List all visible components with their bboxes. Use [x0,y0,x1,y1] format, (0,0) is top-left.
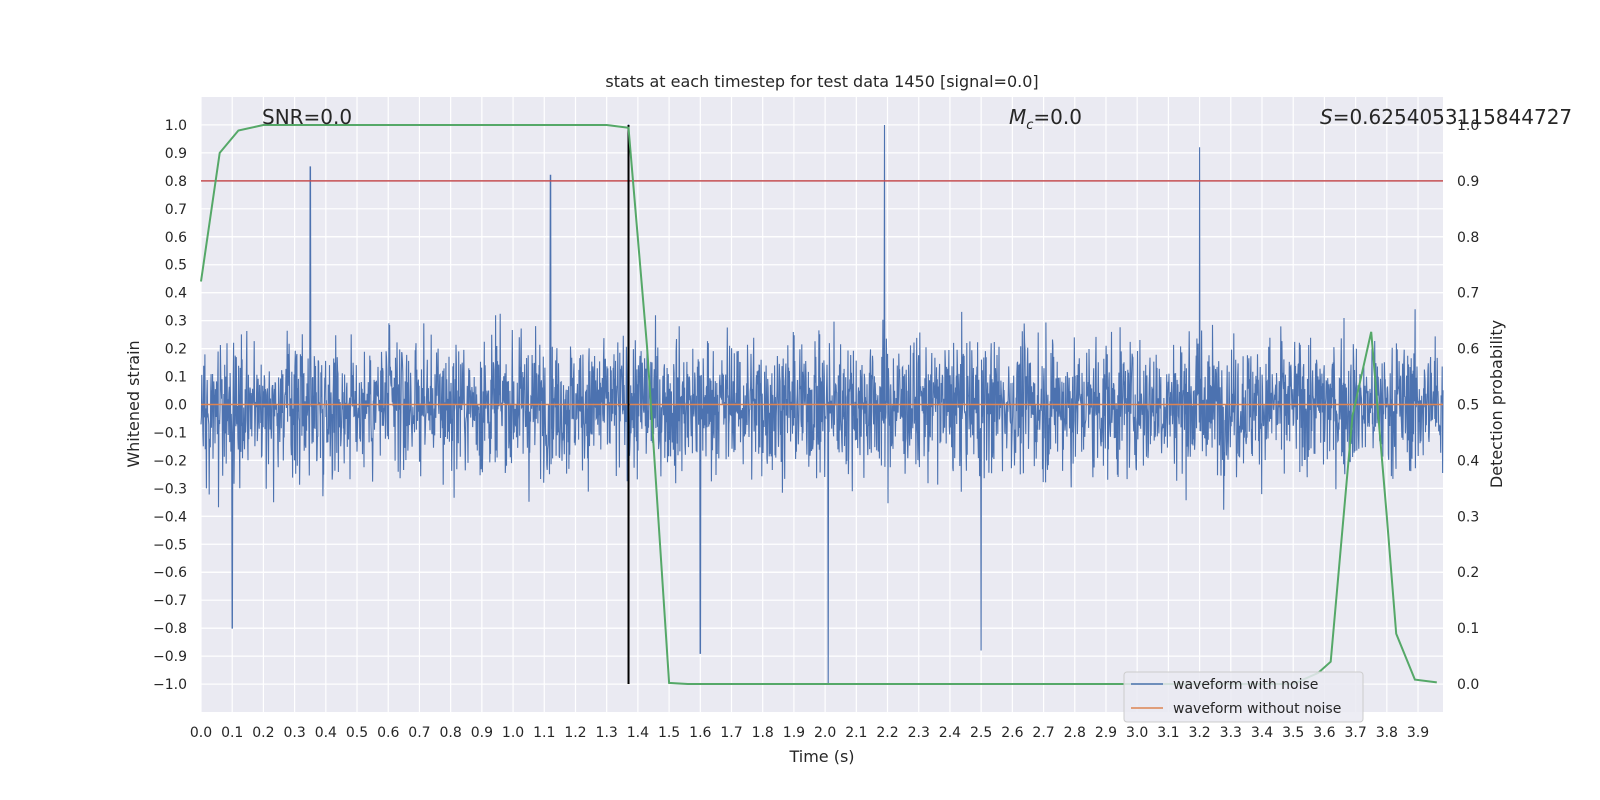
y-tick-label: −0.5 [153,537,187,553]
x-tick-label: 1.3 [596,725,618,741]
y-tick-label: −0.7 [153,593,187,609]
y2-tick-label: 0.9 [1457,174,1479,190]
y2-tick-label: 1.0 [1457,118,1479,134]
y-tick-label: −0.3 [153,481,187,497]
y-tick-label: −0.1 [153,425,187,441]
y-tick-label: 0.5 [165,258,187,274]
series-lines [200,124,1443,685]
x-axis-title: Time (s) [788,747,854,766]
legend-box [1123,671,1364,723]
snr-annotation: SNR=0.0 [262,105,352,129]
legend-label-noise: waveform with noise [1173,677,1318,693]
mc-symbol: M [1009,105,1026,129]
legend-label-clean: waveform without noise [1173,701,1341,717]
y-tick-label: 0.6 [165,230,187,246]
x-tick-label: 0.6 [377,725,399,741]
s-annotation: S=0.6254053115844727 [1320,105,1572,129]
chart-title: stats at each timestep for test data 145… [605,72,1038,91]
x-tick-label: 0.1 [221,725,243,741]
x-tick-label: 0.9 [471,725,493,741]
x-tick-label: 1.9 [783,725,805,741]
waveform-with-noise-series [200,124,1444,685]
y2-tick-label: 0.5 [1457,398,1479,414]
x-tick-label: 3.9 [1407,725,1429,741]
x-tick-label: 0.0 [190,725,212,741]
y-tick-label: 0.7 [165,202,187,218]
s-value: =0.6254053115844727 [1333,105,1572,129]
x-tick-label: 0.5 [346,725,368,741]
tick-labels: 0.0 0.1 0.2 0.3 0.4 0.5 0.6 0.7 0.8 0.9 1.0 1.1 1.2 1… [153,118,1479,741]
x-tick-label: 3.7 [1344,725,1366,741]
x-tick-label: 3.2 [1188,725,1210,741]
x-tick-label: 0.7 [408,725,430,741]
x-tick-label: 3.0 [1126,725,1148,741]
x-tick-label: 0.2 [252,725,274,741]
y-tick-label: 0.0 [165,398,187,414]
y-tick-label: −0.9 [153,649,187,665]
x-tick-label: 3.8 [1376,725,1398,741]
x-tick-label: 2.4 [939,725,961,741]
x-tick-label: 2.7 [1032,725,1054,741]
x-tick-label: 1.6 [689,725,711,741]
y-tick-label: −0.6 [153,565,187,581]
y-tick-label: 0.8 [165,174,187,190]
x-tick-label: 0.4 [315,725,337,741]
mc-value: =0.0 [1033,105,1082,129]
y2-tick-label: 0.4 [1457,453,1479,469]
y-tick-label: 0.1 [165,370,187,386]
y2-tick-label: 0.0 [1457,677,1479,693]
y-tick-label: −0.8 [153,621,187,637]
y2-tick-label: 0.1 [1457,621,1479,637]
mc-subscript: c [1026,118,1033,133]
mc-annotation: Mc=0.0 [1009,105,1082,133]
y2-tick-label: 0.6 [1457,342,1479,358]
y-axis-title: Whitened strain [124,340,143,467]
x-tick-label: 2.9 [1095,725,1117,741]
waveform-with-noise-line [200,124,1444,685]
x-tick-label: 0.3 [283,725,305,741]
y-tick-label: −0.2 [153,453,187,469]
y-tick-label: 0.4 [165,286,187,302]
y2-tick-label: 0.7 [1457,286,1479,302]
x-tick-label: 1.8 [752,725,774,741]
legend: waveform with noise waveform without noi… [1123,671,1364,723]
y-tick-label: 1.0 [165,118,187,134]
x-tick-label: 2.6 [1001,725,1023,741]
x-tick-label: 3.3 [1220,725,1242,741]
y-tick-label: 0.9 [165,146,187,162]
x-tick-label: 2.3 [908,725,930,741]
y2-axis-title: Detection probability [1487,320,1506,488]
x-tick-label: 1.0 [502,725,524,741]
y2-tick-label: 0.2 [1457,565,1479,581]
x-tick-label: 2.1 [845,725,867,741]
x-tick-label: 2.0 [814,725,836,741]
y-tick-label: 0.3 [165,314,187,330]
y2-tick-label: 0.8 [1457,230,1479,246]
x-tick-label: 3.5 [1282,725,1304,741]
x-tick-label: 1.2 [564,725,586,741]
x-tick-label: 3.4 [1251,725,1273,741]
y-tick-label: −1.0 [153,677,187,693]
s-symbol: S [1320,105,1333,129]
y-tick-label: −0.4 [153,509,187,525]
x-tick-label: 2.5 [970,725,992,741]
x-tick-label: 2.2 [876,725,898,741]
x-tick-label: 3.1 [1157,725,1179,741]
y2-tick-label: 0.3 [1457,509,1479,525]
detection-probability-line [200,124,1437,685]
x-tick-label: 3.6 [1313,725,1335,741]
x-tick-label: 1.5 [658,725,680,741]
x-tick-label: 1.7 [720,725,742,741]
x-tick-label: 1.4 [627,725,649,741]
x-tick-label: 2.8 [1064,725,1086,741]
x-tick-label: 1.1 [533,725,555,741]
y-tick-label: 0.2 [165,342,187,358]
x-tick-label: 0.8 [440,725,462,741]
